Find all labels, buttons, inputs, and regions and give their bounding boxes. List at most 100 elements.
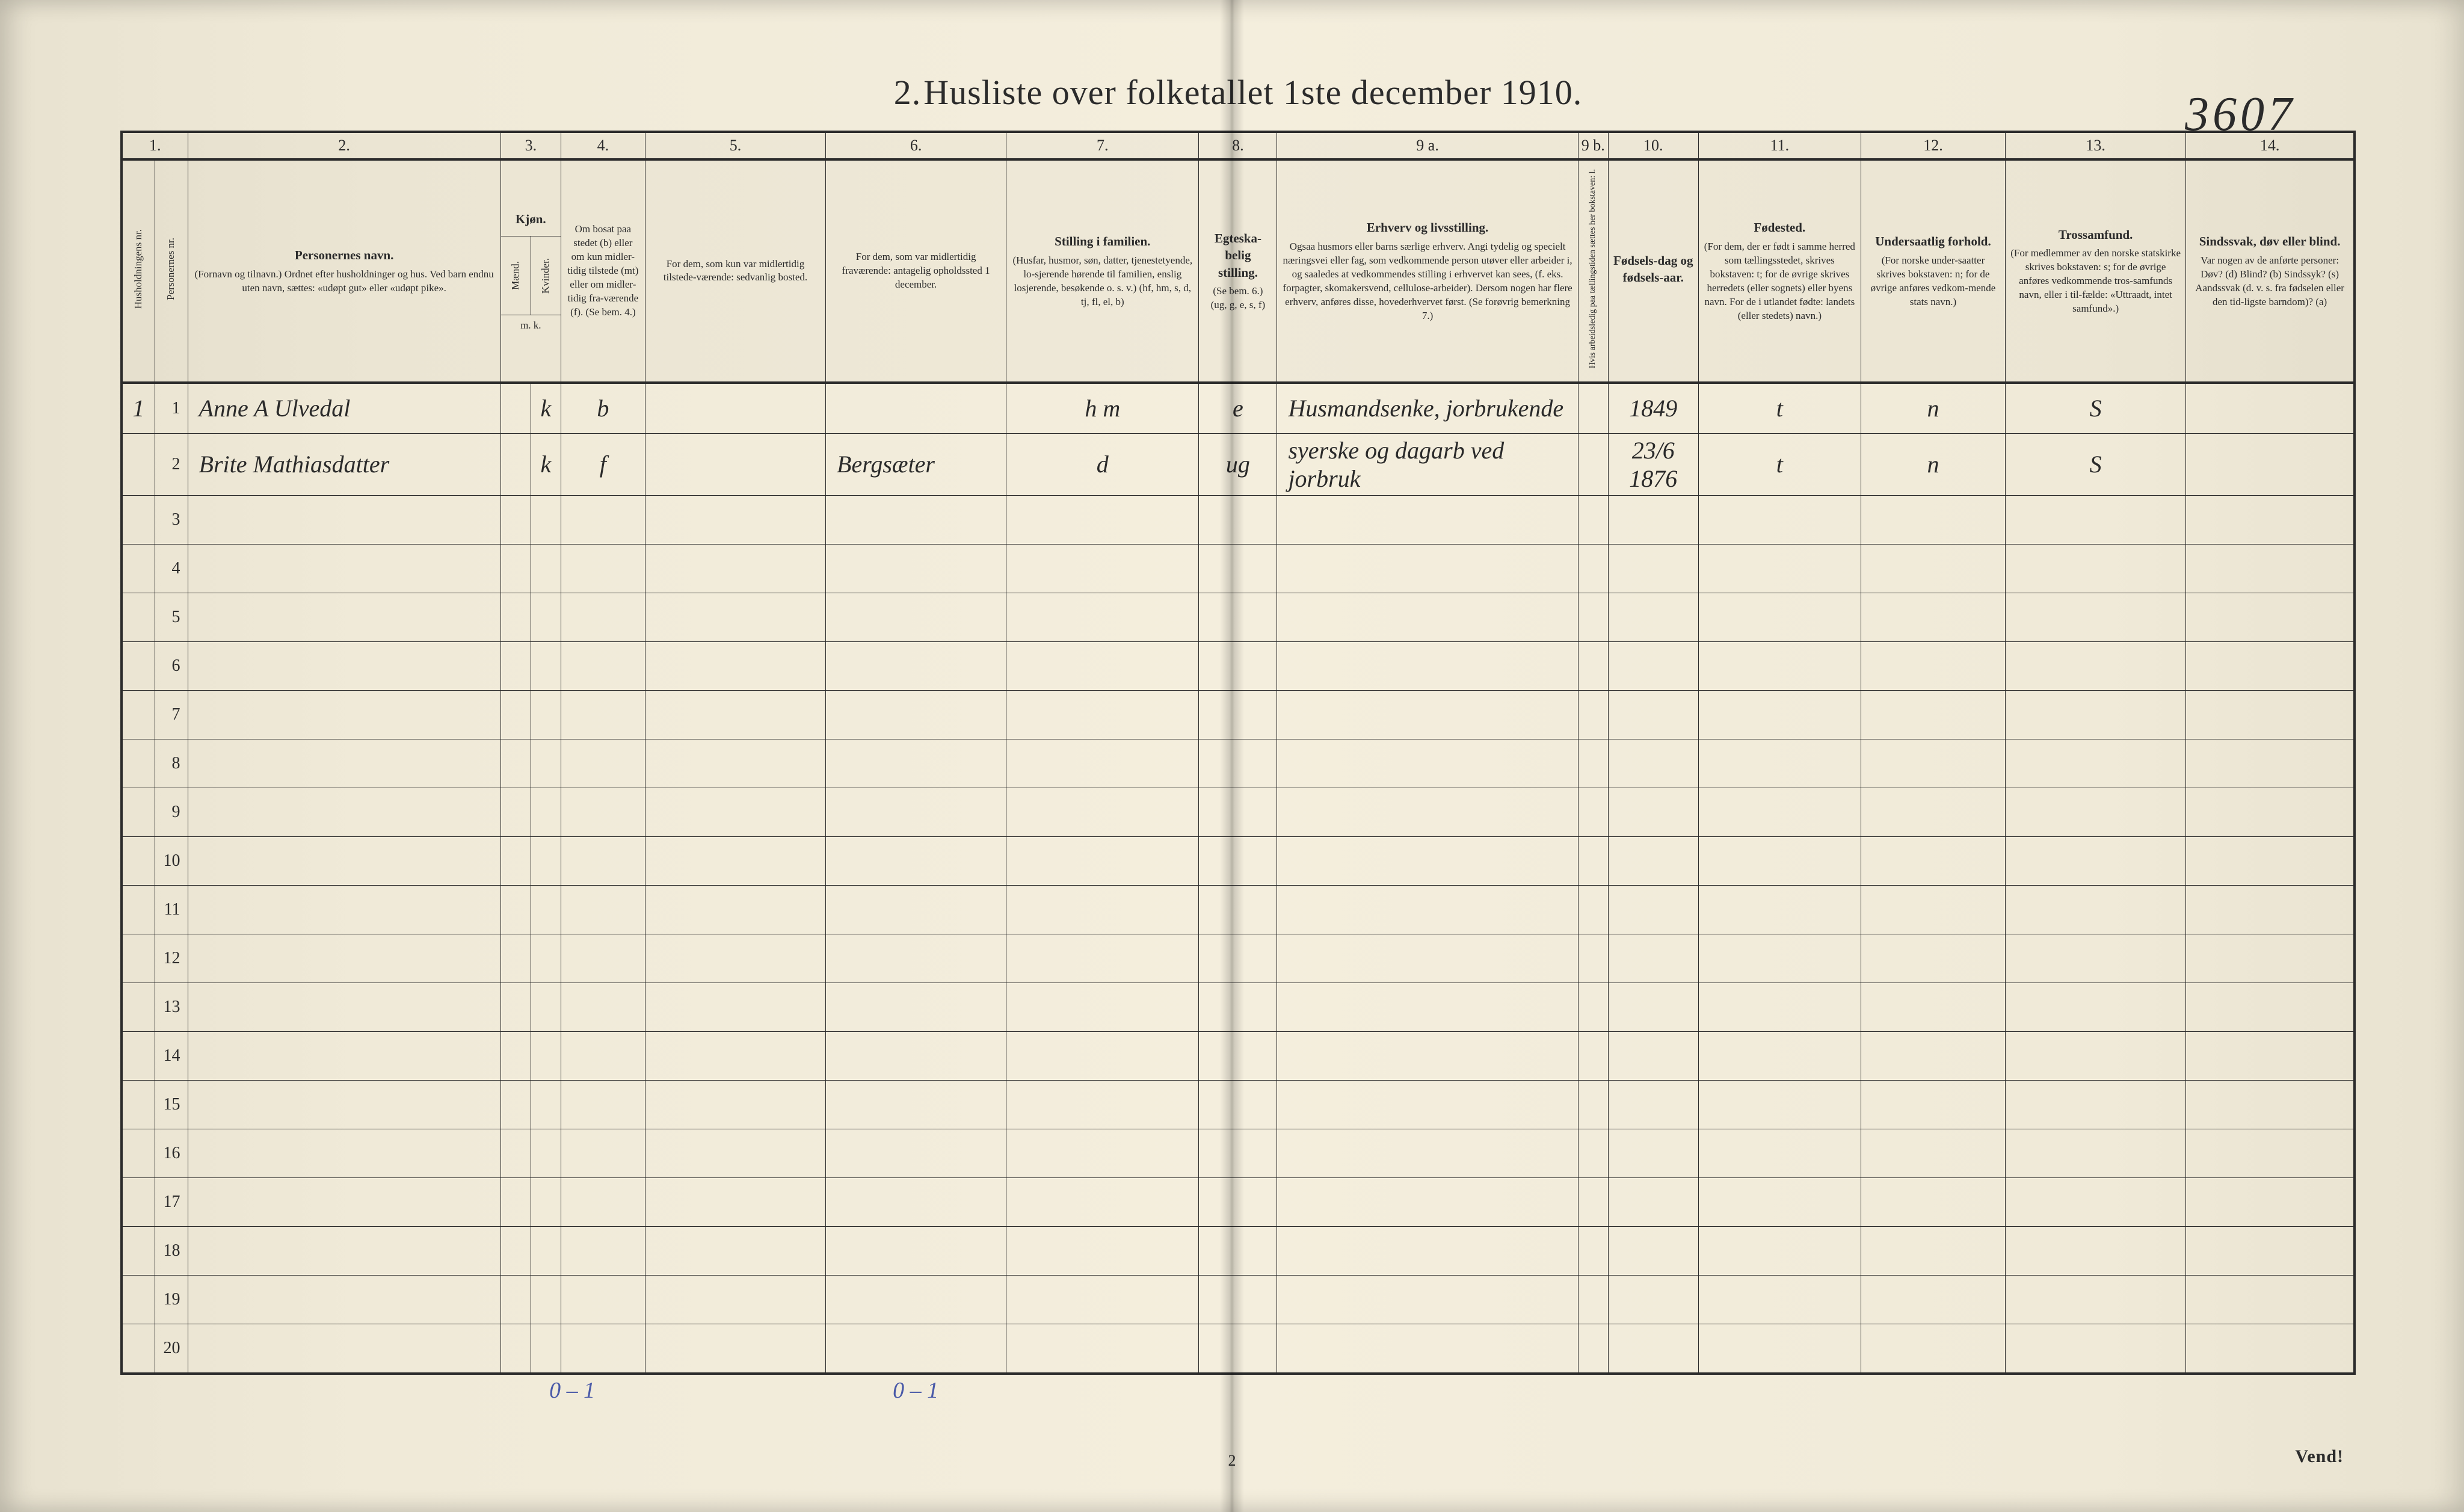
cell-nationality (1861, 739, 2005, 788)
cell-sex_m (500, 495, 531, 544)
table-row: 6 (122, 641, 2355, 690)
cell-c9b (1578, 788, 1608, 836)
cell-birth: 1849 (1608, 383, 1698, 434)
cell-temp_absent: Bergsæter (826, 433, 1006, 495)
cell-marital (1199, 836, 1277, 885)
cell-name (188, 544, 500, 593)
cell-birthplace (1698, 788, 1861, 836)
head-sex-bottom: m. k. (501, 315, 561, 336)
cell-disability (2186, 983, 2355, 1031)
cell-birthplace (1698, 1080, 1861, 1129)
cell-marital (1199, 593, 1277, 641)
cell-sex_k (531, 1275, 561, 1324)
cell-temp_present (645, 1324, 825, 1374)
cell-faith (2006, 1080, 2186, 1129)
cell-pn: 10 (155, 836, 188, 885)
colnum-1: 1. (122, 132, 188, 159)
head-temp-present-body: For dem, som kun var midlertidig tilsted… (650, 258, 821, 285)
cell-hh (122, 495, 155, 544)
head-sex-k: Kvinder. (539, 258, 553, 294)
cell-disability (2186, 788, 2355, 836)
cell-occupation (1277, 1080, 1578, 1129)
cell-temp_absent (826, 593, 1006, 641)
table-row: 10 (122, 836, 2355, 885)
cell-sex_m (500, 383, 531, 434)
cell-faith (2006, 593, 2186, 641)
cell-sex_k (531, 593, 561, 641)
cell-marital (1199, 1324, 1277, 1374)
cell-faith (2006, 1177, 2186, 1226)
cell-birthplace (1698, 1177, 1861, 1226)
cell-sex_m (500, 1080, 531, 1129)
cell-nationality (1861, 593, 2005, 641)
cell-temp_present (645, 1275, 825, 1324)
cell-disability (2186, 1031, 2355, 1080)
table-row: 7 (122, 690, 2355, 739)
table-row: 19 (122, 1275, 2355, 1324)
cell-temp_present (645, 1129, 825, 1177)
cell-occupation (1277, 1324, 1578, 1374)
head-res-body: Om bosat paa stedet (b) eller om kun mid… (566, 223, 640, 319)
cell-temp_absent (826, 885, 1006, 934)
cell-residence (561, 1275, 645, 1324)
cell-pn: 9 (155, 788, 188, 836)
table-row: 15 (122, 1080, 2355, 1129)
cell-fam_pos (1006, 1129, 1199, 1177)
cell-pn: 5 (155, 593, 188, 641)
colnum-12: 12. (1861, 132, 2005, 159)
table-body: 11Anne A Ulvedalkbh meHusmandsenke, jorb… (122, 383, 2355, 1374)
cell-birth (1608, 544, 1698, 593)
cell-faith (2006, 1324, 2186, 1374)
cell-residence (561, 641, 645, 690)
cell-fam_pos (1006, 1080, 1199, 1129)
cell-sex_k (531, 885, 561, 934)
cell-occupation (1277, 544, 1578, 593)
table-head: 1. 2. 3. 4. 5. 6. 7. 8. 9 a. 9 b. 10. 11… (122, 132, 2355, 383)
cell-disability (2186, 1275, 2355, 1324)
table-row: 2Brite MathiasdatterkfBergsæterdugsyersk… (122, 433, 2355, 495)
cell-occupation (1277, 983, 1578, 1031)
cell-disability (2186, 739, 2355, 788)
cell-disability (2186, 690, 2355, 739)
cell-hh (122, 544, 155, 593)
cell-temp_present (645, 836, 825, 885)
cell-disability (2186, 1177, 2355, 1226)
cell-birth (1608, 739, 1698, 788)
cell-birth (1608, 641, 1698, 690)
cell-occupation: Husmandsenke, jorbrukende (1277, 383, 1578, 434)
cell-name (188, 983, 500, 1031)
colnum-9b: 9 b. (1578, 132, 1608, 159)
footer-annot-col6: 0 – 1 (825, 1375, 1006, 1406)
cell-hh (122, 1031, 155, 1080)
cell-c9b (1578, 885, 1608, 934)
cell-temp_absent (826, 641, 1006, 690)
head-temp-present: For dem, som kun var midlertidig tilsted… (645, 159, 825, 383)
cell-sex_m (500, 1177, 531, 1226)
cell-nationality: n (1861, 433, 2005, 495)
cell-temp_absent (826, 495, 1006, 544)
cell-faith (2006, 788, 2186, 836)
colnum-8: 8. (1199, 132, 1277, 159)
head-occ: Erhverv og livsstilling. Ogsaa husmors e… (1277, 159, 1578, 383)
cell-fam_pos: h m (1006, 383, 1199, 434)
head-9b-label: Hvis arbeidsledig paa tællingstiden sætt… (1588, 169, 1599, 368)
cell-occupation (1277, 788, 1578, 836)
colnum-9a: 9 a. (1277, 132, 1578, 159)
cell-marital (1199, 544, 1277, 593)
cell-nationality (1861, 1080, 2005, 1129)
cell-disability (2186, 544, 2355, 593)
cell-c9b (1578, 1324, 1608, 1374)
cell-name (188, 788, 500, 836)
cell-faith (2006, 1129, 2186, 1177)
footer-annot-row: 0 – 1 0 – 1 (120, 1375, 2356, 1406)
cell-temp_present (645, 641, 825, 690)
colnum-6: 6. (826, 132, 1006, 159)
cell-temp_present (645, 885, 825, 934)
cell-residence (561, 1031, 645, 1080)
cell-residence (561, 983, 645, 1031)
cell-c9b (1578, 836, 1608, 885)
head-9b: Hvis arbeidsledig paa tællingstiden sætt… (1578, 159, 1608, 383)
cell-hh (122, 788, 155, 836)
cell-name (188, 1226, 500, 1275)
cell-birth (1608, 788, 1698, 836)
